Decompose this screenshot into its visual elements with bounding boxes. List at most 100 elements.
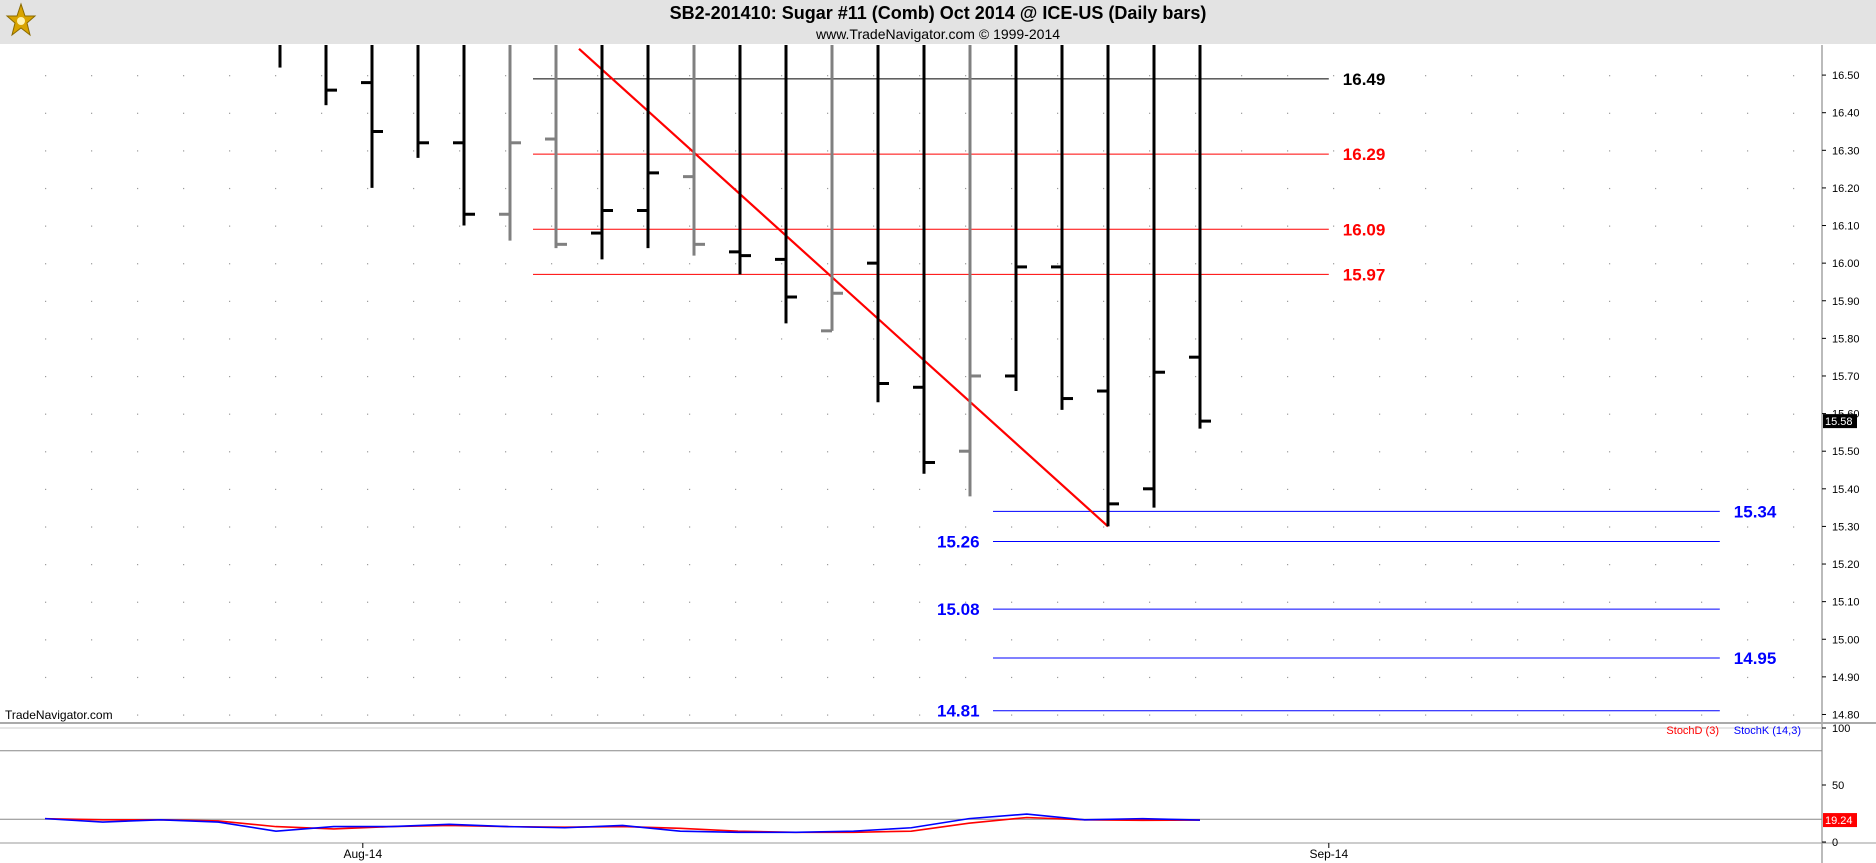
grid-dot [781,150,783,152]
grid-dot [275,564,277,566]
grid-dot [1747,338,1749,340]
grid-dot [643,375,645,378]
grid-dot [45,639,47,641]
grid-dot [551,375,553,378]
grid-dot [1517,451,1519,453]
grid-dot [1425,488,1427,491]
grid-dot [1563,488,1565,491]
grid-dot [827,714,829,716]
grid-dot [1471,714,1473,716]
grid-dot [1471,375,1473,378]
grid-dot [1517,413,1519,415]
grid-dot [1563,639,1565,641]
grid-dot [1011,263,1013,265]
grid-dot [1011,526,1013,528]
grid-dot [551,714,553,716]
grid-dot [1793,225,1795,227]
y-tick-label: 14.90 [1832,672,1860,684]
grid-dot [1287,564,1289,566]
grid-dot [1609,413,1611,415]
grid-dot [1011,150,1013,152]
grid-dot [229,225,231,227]
grid-dot [1103,413,1105,415]
grid-dot [367,601,369,603]
grid-dot [367,338,369,340]
grid-dot [367,488,369,491]
grid-dot [321,488,323,491]
grid-dot [551,526,553,528]
grid-dot [1517,263,1519,265]
grid-dot [827,187,829,190]
grid-dot [1011,601,1013,603]
grid-dot [1379,300,1381,302]
grid-dot [459,187,461,190]
grid-dot [229,112,231,114]
grid-dot [1241,112,1243,114]
grid-dot [1655,263,1657,265]
grid-dot [1517,676,1519,679]
grid-dot [919,601,921,603]
grid-dot [781,714,783,716]
grid-dot [781,526,783,528]
y-tick-label: 15.10 [1832,597,1860,609]
grid-dot [1333,601,1335,603]
grid-dot [1149,714,1151,716]
grid-dot [321,601,323,603]
grid-dot [689,526,691,528]
grid-dot [1011,338,1013,340]
grid-dot [1655,225,1657,227]
y-tick-label: 16.50 [1832,70,1860,82]
grid-dot [1333,639,1335,641]
grid-dot [459,300,461,302]
grid-dot [229,300,231,302]
grid-dot [1609,564,1611,566]
grid-dot [1517,112,1519,114]
grid-dot [1747,263,1749,265]
grid-dot [827,300,829,302]
grid-dot [643,564,645,566]
grid-dot [827,451,829,453]
x-tick-label: Aug-14 [343,847,382,861]
grid-dot [1287,714,1289,716]
grid-dot [643,488,645,491]
grid-dot [1241,564,1243,566]
grid-dot [873,714,875,716]
grid-dot [827,112,829,114]
grid-dot [137,375,139,378]
grid-dot [597,488,599,491]
grid-dot [1149,676,1151,679]
grid-dot [1333,676,1335,679]
grid-dot [229,601,231,603]
grid-dot [45,451,47,453]
grid-dot [1011,112,1013,114]
grid-dot [1793,714,1795,716]
grid-dot [1609,488,1611,491]
grid-dot [45,601,47,603]
stoch-k-legend: StochK (14,3) [1734,725,1801,737]
grid-dot [1241,676,1243,679]
grid-dot [367,639,369,641]
grid-dot [1149,413,1151,415]
grid-dot [1379,676,1381,679]
grid-dot [1011,413,1013,415]
grid-dot [1425,451,1427,453]
grid-dot [137,300,139,302]
grid-dot [1655,526,1657,528]
grid-dot [597,225,599,227]
grid-dot [1747,601,1749,603]
grid-dot [1563,526,1565,528]
grid-dot [321,112,323,114]
grid-dot [275,263,277,265]
grid-dot [965,601,967,603]
grid-dot [1609,150,1611,152]
grid-dot [1793,639,1795,641]
grid-dot [735,150,737,152]
grid-dot [137,263,139,265]
grid-dot [873,187,875,190]
grid-dot [1241,225,1243,227]
grid-dot [919,300,921,302]
grid-dot [827,375,829,378]
grid-dot [551,601,553,603]
grid-dot [1701,526,1703,528]
grid-dot [1793,676,1795,679]
